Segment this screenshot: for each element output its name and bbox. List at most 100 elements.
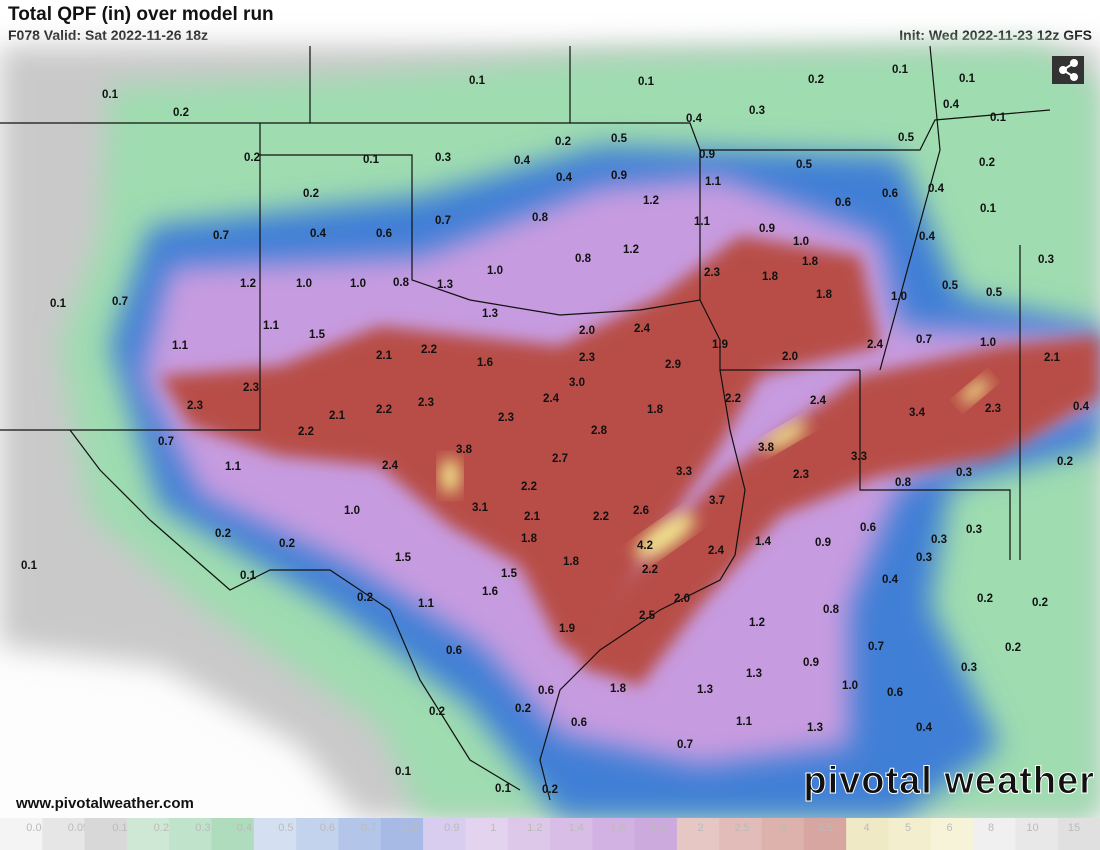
qpf-label: 1.2: [643, 195, 659, 207]
qpf-label: 1.1: [705, 176, 722, 188]
colorbar-swatch: [1015, 818, 1059, 850]
qpf-label: 1.2: [240, 278, 256, 290]
qpf-label: 3.3: [676, 466, 692, 478]
qpf-label: 2.2: [298, 426, 314, 438]
qpf-label: 2.2: [521, 481, 537, 493]
qpf-label: 2.3: [704, 267, 720, 279]
colorbar-label: 2.5: [735, 822, 750, 834]
qpf-label: 0.2: [279, 538, 295, 550]
qpf-label: 2.7: [552, 453, 568, 465]
qpf-label: 0.7: [213, 230, 229, 242]
qpf-label: 0.4: [514, 155, 531, 167]
colorbar-label: 0.3: [195, 822, 210, 834]
qpf-label: 3.8: [456, 444, 473, 456]
qpf-label: 0.7: [916, 334, 932, 346]
qpf-label: 0.1: [363, 154, 380, 166]
qpf-label: 1.3: [437, 279, 453, 291]
qpf-label: 2.4: [708, 545, 725, 557]
qpf-label: 2.3: [793, 469, 809, 481]
qpf-label: 0.6: [835, 197, 851, 209]
qpf-label: 0.3: [435, 152, 451, 164]
qpf-label: 0.1: [21, 560, 38, 572]
qpf-label: 0.3: [966, 524, 982, 536]
qpf-label: 2.2: [376, 404, 392, 416]
qpf-label: 0.1: [980, 203, 997, 215]
brand-logo: pivotal weather: [803, 760, 1095, 802]
qpf-label: 2.0: [579, 325, 595, 337]
qpf-label: 0.1: [638, 76, 655, 88]
qpf-label: 0.4: [943, 99, 960, 111]
qpf-label: 0.1: [395, 766, 412, 778]
colorbar: 0.01 0.05 0.1 0.2 0.3 0.4 0.5 0.6 0.7 0.8 0.9 1 1.2 1…: [0, 818, 1100, 850]
colorbar-swatch: [169, 818, 213, 850]
qpf-label: 3.3: [851, 451, 867, 463]
qpf-label: 2.0: [782, 351, 798, 363]
colorbar-swatch: [888, 818, 932, 850]
qpf-label: 2.6: [633, 505, 649, 517]
colorbar-label: 3.5: [817, 822, 832, 834]
qpf-label: 0.6: [882, 188, 898, 200]
colorbar-swatch: [592, 818, 636, 850]
qpf-label: 1.1: [418, 598, 435, 610]
valid-time: F078 Valid: Sat 2022-11-26 18z: [8, 27, 209, 43]
qpf-label: 3.4: [909, 407, 926, 419]
qpf-label: 0.4: [882, 574, 899, 586]
colorbar-label: 4: [864, 822, 870, 834]
qpf-label: 2.4: [867, 339, 884, 351]
colorbar-label: 0.4: [237, 822, 252, 834]
qpf-label: 0.2: [808, 74, 824, 86]
qpf-label: 1.4: [755, 536, 772, 548]
colorbar-swatch: [719, 818, 763, 850]
qpf-label: 0.6: [571, 717, 587, 729]
qpf-label: 0.5: [796, 159, 813, 171]
qpf-label: 0.1: [959, 73, 976, 85]
qpf-label: 2.1: [1044, 352, 1061, 364]
init-time: Init: Wed 2022-11-23 12z GFS: [899, 27, 1092, 43]
qpf-label: 3.7: [709, 495, 725, 507]
colorbar-label: 0.05: [68, 822, 89, 834]
qpf-label: 0.6: [860, 522, 876, 534]
colorbar-swatch: [84, 818, 128, 850]
share-button[interactable]: [1052, 56, 1084, 84]
qpf-label: 0.3: [931, 534, 947, 546]
qpf-label: 2.1: [376, 350, 393, 362]
qpf-label: 0.2: [977, 593, 993, 605]
qpf-label: 0.7: [677, 739, 693, 751]
qpf-label: 1.5: [501, 568, 518, 580]
qpf-label: 0.3: [961, 662, 977, 674]
colorbar-swatch: [423, 818, 466, 850]
colorbar-swatch: [296, 818, 339, 850]
qpf-label: 2.3: [418, 397, 434, 409]
qpf-label: 1.8: [816, 289, 833, 301]
qpf-label: 0.6: [446, 645, 462, 657]
qpf-label: 2.8: [591, 425, 608, 437]
qpf-label: 1.8: [802, 256, 819, 268]
qpf-label: 1.0: [350, 278, 366, 290]
qpf-label: 1.5: [395, 552, 412, 564]
qpf-label: 0.1: [892, 64, 909, 76]
qpf-label: 1.8: [610, 683, 627, 695]
qpf-label: 2.4: [634, 323, 651, 335]
colorbar-label: 8: [988, 822, 994, 834]
qpf-label: 1.1: [263, 320, 280, 332]
colorbar-swatch: [676, 818, 720, 850]
colorbar-swatch: [507, 818, 551, 850]
colorbar-swatch: [0, 818, 43, 850]
qpf-label: 2.3: [579, 352, 595, 364]
qpf-label: 1.0: [793, 236, 809, 248]
colorbar-swatch: [973, 818, 1016, 850]
qpf-label: 1.2: [623, 244, 639, 256]
qpf-label: 1.1: [736, 716, 753, 728]
colorbar-label: 0.7: [361, 822, 376, 834]
qpf-label: 0.2: [555, 136, 571, 148]
qpf-label: 3.0: [569, 377, 585, 389]
qpf-label: 0.2: [1057, 456, 1073, 468]
colorbar-label: 0.9: [444, 822, 459, 834]
qpf-label: 2.2: [421, 344, 437, 356]
colorbar-label: 15: [1068, 822, 1080, 834]
qpf-label: 1.9: [559, 623, 575, 635]
qpf-label: 0.5: [611, 133, 628, 145]
qpf-label: 0.7: [868, 641, 884, 653]
